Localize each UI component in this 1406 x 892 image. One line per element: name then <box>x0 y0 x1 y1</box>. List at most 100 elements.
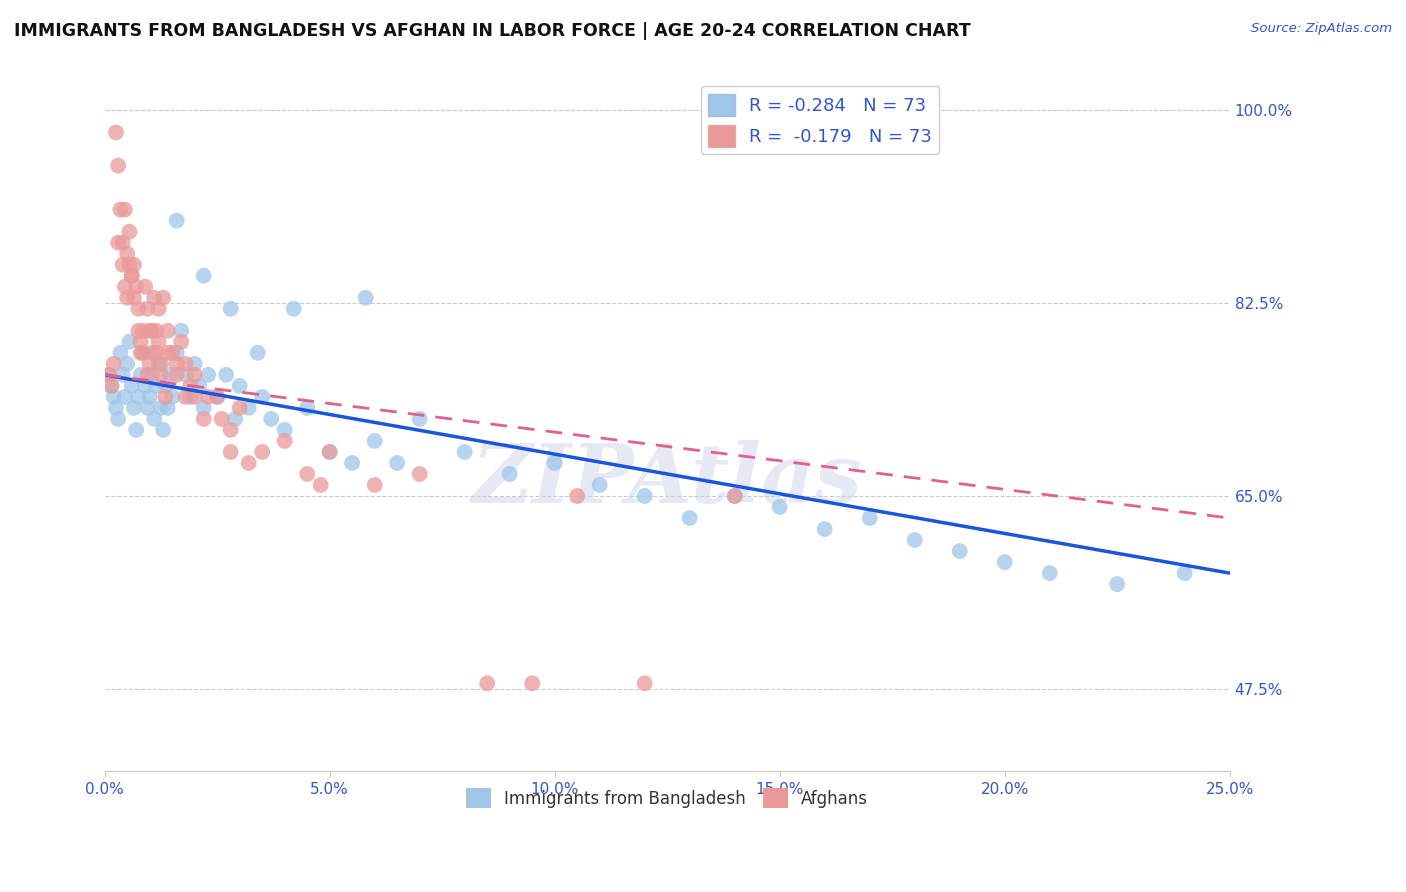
Point <box>211 412 233 426</box>
Point <box>193 401 215 415</box>
Point <box>408 412 430 426</box>
Point <box>141 346 163 360</box>
Text: IMMIGRANTS FROM BANGLADESH VS AFGHAN IN LABOR FORCE | AGE 20-24 CORRELATION CHAR: IMMIGRANTS FROM BANGLADESH VS AFGHAN IN … <box>14 22 970 40</box>
Point <box>197 368 219 382</box>
Point <box>143 291 166 305</box>
Point <box>118 258 141 272</box>
Point <box>166 357 188 371</box>
Point <box>107 159 129 173</box>
Point <box>136 301 159 316</box>
Point <box>127 390 149 404</box>
Point <box>283 301 305 316</box>
Point <box>160 346 183 360</box>
Point <box>100 379 122 393</box>
Point <box>145 346 167 360</box>
Point <box>115 291 138 305</box>
Point <box>129 334 152 349</box>
Point <box>138 324 160 338</box>
Point <box>238 456 260 470</box>
Point <box>499 467 522 481</box>
Point <box>114 279 136 293</box>
Point <box>170 334 193 349</box>
Point <box>408 467 430 481</box>
Point <box>454 445 477 459</box>
Point <box>121 268 143 283</box>
Point <box>385 456 408 470</box>
Point <box>363 434 385 448</box>
Point <box>183 390 205 404</box>
Point <box>634 489 657 503</box>
Point <box>138 357 160 371</box>
Point <box>250 445 273 459</box>
Point <box>111 258 134 272</box>
Point <box>118 225 141 239</box>
Point <box>103 357 125 371</box>
Text: ZIPAtlas: ZIPAtlas <box>472 440 863 520</box>
Point <box>166 346 188 360</box>
Point <box>273 434 295 448</box>
Point <box>107 235 129 250</box>
Point <box>122 258 145 272</box>
Point <box>100 379 122 393</box>
Point <box>859 511 882 525</box>
Point <box>228 401 250 415</box>
Point <box>295 467 318 481</box>
Point <box>136 368 159 382</box>
Point <box>295 401 318 415</box>
Point <box>477 676 499 690</box>
Point <box>188 379 211 393</box>
Point <box>145 379 167 393</box>
Point <box>1107 577 1129 591</box>
Point <box>769 500 792 514</box>
Point <box>134 279 156 293</box>
Point <box>132 324 155 338</box>
Point <box>138 390 160 404</box>
Point <box>246 346 269 360</box>
Point <box>166 213 188 227</box>
Point <box>98 368 121 382</box>
Point <box>273 423 295 437</box>
Point <box>340 456 363 470</box>
Point <box>104 126 127 140</box>
Point <box>1039 566 1062 581</box>
Point <box>148 357 170 371</box>
Point <box>134 379 156 393</box>
Point <box>110 346 132 360</box>
Point <box>149 401 172 415</box>
Point <box>127 301 149 316</box>
Point <box>98 368 121 382</box>
Point <box>567 489 589 503</box>
Point <box>183 357 205 371</box>
Point <box>183 368 205 382</box>
Point <box>544 456 567 470</box>
Point <box>318 445 340 459</box>
Legend: Immigrants from Bangladesh, Afghans: Immigrants from Bangladesh, Afghans <box>460 781 875 815</box>
Point <box>155 390 177 404</box>
Point <box>115 357 138 371</box>
Point <box>107 412 129 426</box>
Point <box>155 379 177 393</box>
Point <box>904 533 927 547</box>
Point <box>174 390 197 404</box>
Point <box>148 334 170 349</box>
Point <box>114 390 136 404</box>
Point <box>121 268 143 283</box>
Point <box>141 324 163 338</box>
Point <box>149 368 172 382</box>
Text: Source: ZipAtlas.com: Source: ZipAtlas.com <box>1251 22 1392 36</box>
Point <box>193 268 215 283</box>
Point <box>260 412 283 426</box>
Point <box>228 379 250 393</box>
Point <box>152 291 174 305</box>
Point <box>160 390 183 404</box>
Point <box>589 478 612 492</box>
Point <box>318 445 340 459</box>
Point <box>170 324 193 338</box>
Point <box>166 368 188 382</box>
Point <box>122 401 145 415</box>
Point <box>363 478 385 492</box>
Point <box>152 423 174 437</box>
Point <box>122 291 145 305</box>
Point <box>110 202 132 217</box>
Point <box>179 379 201 393</box>
